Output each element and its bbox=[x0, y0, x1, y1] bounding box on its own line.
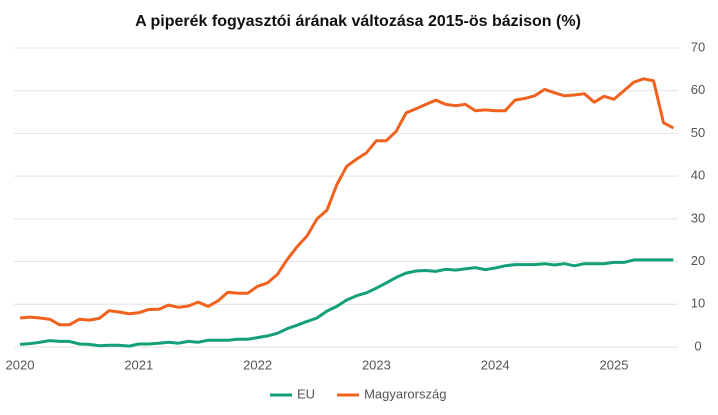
x-tick-label: 2023 bbox=[362, 357, 391, 372]
x-tick-label: 2022 bbox=[243, 357, 272, 372]
series-line bbox=[19, 77, 675, 327]
y-tick-label: 60 bbox=[691, 82, 705, 97]
legend-label: Magyarország bbox=[364, 386, 446, 401]
x-tick-label: 2021 bbox=[124, 357, 153, 372]
y-tick-label: 10 bbox=[691, 296, 705, 311]
y-tick-label: 50 bbox=[691, 125, 705, 140]
chart-title: A piperék fogyasztói árának változása 20… bbox=[135, 13, 581, 30]
x-tick-label: 2020 bbox=[6, 357, 35, 372]
y-tick-label: 70 bbox=[691, 39, 705, 54]
y-tick-label: 20 bbox=[691, 253, 705, 268]
y-tick-label: 30 bbox=[691, 210, 705, 225]
legend-label: EU bbox=[297, 386, 315, 401]
y-tick-label: 0 bbox=[694, 338, 701, 353]
series-line bbox=[19, 258, 674, 348]
y-tick-label: 40 bbox=[691, 168, 705, 183]
x-tick-label: 2024 bbox=[481, 357, 510, 372]
x-tick-label: 2025 bbox=[600, 357, 629, 372]
